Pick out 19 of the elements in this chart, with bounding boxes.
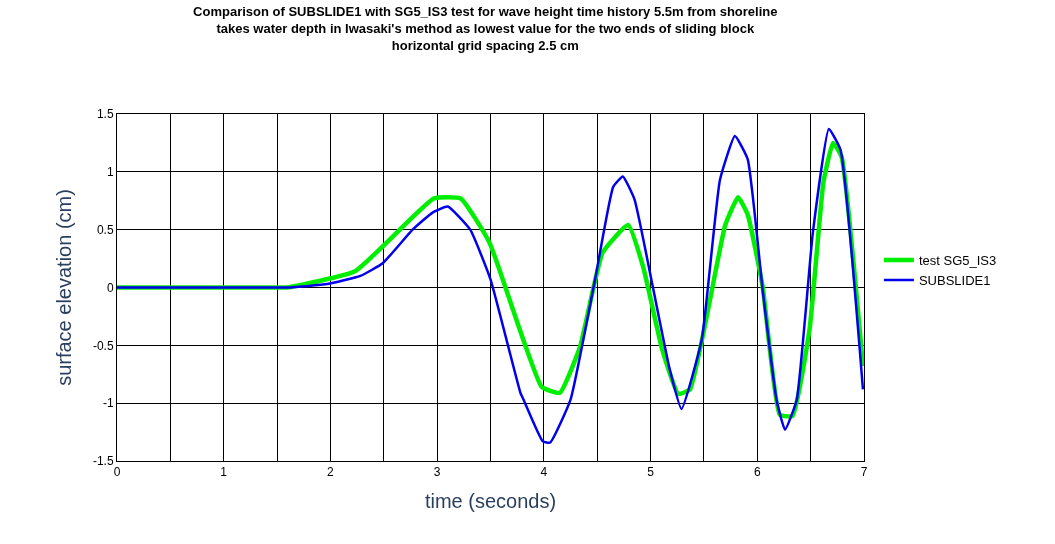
x-tick-label: 1 <box>220 465 228 480</box>
y-tick-label: 0 <box>106 280 114 295</box>
y-tick-label: 1.5 <box>96 107 114 122</box>
x-axis-title: time (seconds) <box>424 489 557 512</box>
x-tick-label: 7 <box>860 465 868 480</box>
legend-label: test SG5_IS3 <box>918 253 997 269</box>
y-tick-label: -1.5 <box>92 454 114 469</box>
x-tick-label: 3 <box>433 465 441 480</box>
y-axis-title: surface elevation (cm) <box>53 189 76 386</box>
x-tick-label: 4 <box>540 465 548 480</box>
x-tick-label: 6 <box>753 465 761 480</box>
chart-title: Comparison of SUBSLIDE1 with SG5_IS3 test for wave height time history 5.5m from shoreline takes water depth in Iwasaki's method as lowest value for the two ends of sliding block horizontal grid spacing 2.5 cm <box>193 4 778 54</box>
y-tick-label: 0.5 <box>96 222 114 237</box>
y-tick-label: 1 <box>106 165 114 180</box>
x-tick-label: 2 <box>327 465 335 480</box>
x-tick-label: 5 <box>647 465 655 480</box>
legend-label: SUBSLIDE1 <box>918 273 991 289</box>
y-tick-label: -1 <box>102 396 114 411</box>
y-tick-label: -0.5 <box>92 338 114 353</box>
